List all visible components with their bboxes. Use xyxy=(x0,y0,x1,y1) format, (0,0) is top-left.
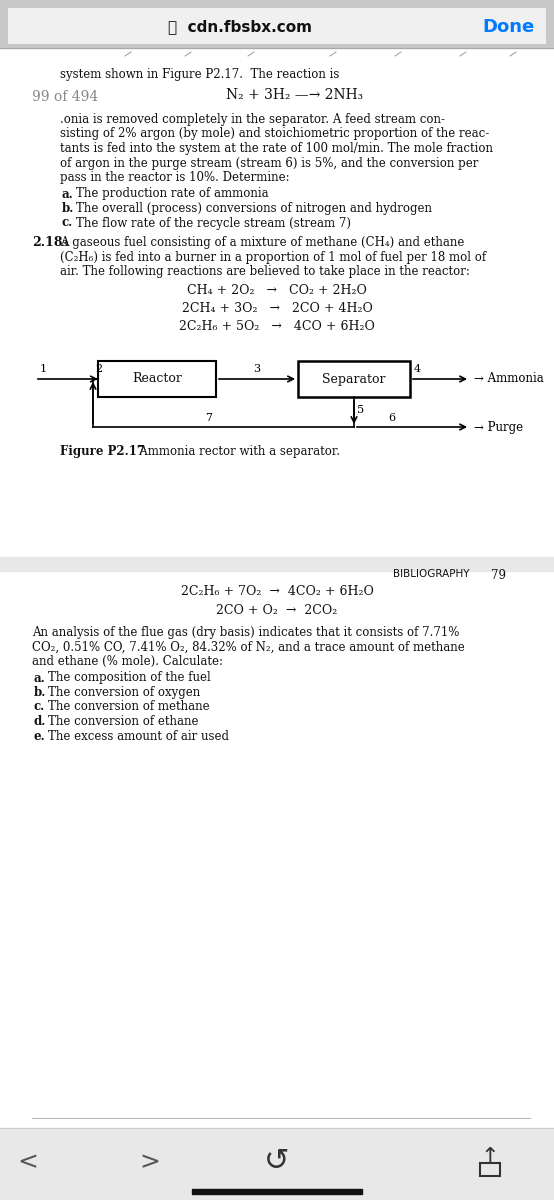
Text: 1: 1 xyxy=(40,364,47,374)
Text: 2: 2 xyxy=(95,364,102,374)
Text: 3: 3 xyxy=(253,364,260,374)
Text: The conversion of ethane: The conversion of ethane xyxy=(48,715,198,728)
Text: 2.18₃: 2.18₃ xyxy=(32,236,68,248)
Text: 2CO + O₂  →  2CO₂: 2CO + O₂ → 2CO₂ xyxy=(217,604,337,617)
Text: 99 of 494: 99 of 494 xyxy=(32,90,98,104)
Text: 7: 7 xyxy=(205,413,212,422)
Text: The composition of the fuel: The composition of the fuel xyxy=(48,672,211,684)
Text: Figure P2.17: Figure P2.17 xyxy=(60,445,145,458)
Text: A gaseous fuel consisting of a mixture of methane (CH₄) and ethane: A gaseous fuel consisting of a mixture o… xyxy=(60,236,464,248)
Text: system shown in Figure P2.17.  The reaction is: system shown in Figure P2.17. The reacti… xyxy=(60,68,340,80)
Text: b.: b. xyxy=(62,202,74,215)
Text: 79: 79 xyxy=(491,569,506,582)
Bar xyxy=(0,0,554,48)
Text: 5: 5 xyxy=(357,404,364,415)
Text: 2C₂H₆ + 7O₂  →  4CO₂ + 6H₂O: 2C₂H₆ + 7O₂ → 4CO₂ + 6H₂O xyxy=(181,584,373,598)
Text: 4: 4 xyxy=(414,364,421,374)
Text: and ethane (% mole). Calculate:: and ethane (% mole). Calculate: xyxy=(32,655,223,668)
Bar xyxy=(192,1189,362,1194)
Bar xyxy=(0,557,554,571)
Text: Reactor: Reactor xyxy=(132,372,182,385)
Text: c.: c. xyxy=(62,216,73,229)
Text: Done: Done xyxy=(483,18,535,36)
Text: of argon in the purge stream (stream 6) is 5%, and the conversion per: of argon in the purge stream (stream 6) … xyxy=(60,156,478,169)
Text: The production rate of ammonia: The production rate of ammonia xyxy=(76,187,269,200)
Text: b.: b. xyxy=(34,686,47,698)
Text: CH₄ + 2O₂   →   CO₂ + 2H₂O: CH₄ + 2O₂ → CO₂ + 2H₂O xyxy=(187,284,367,298)
Text: a.: a. xyxy=(62,187,74,200)
Text: ↺: ↺ xyxy=(264,1147,290,1176)
Text: 2CH₄ + 3O₂   →   2CO + 4H₂O: 2CH₄ + 3O₂ → 2CO + 4H₂O xyxy=(182,302,372,314)
Text: The conversion of oxygen: The conversion of oxygen xyxy=(48,686,200,698)
Text: 🔒  cdn.fbsbx.com: 🔒 cdn.fbsbx.com xyxy=(168,19,312,35)
Bar xyxy=(480,1163,500,1176)
Text: >: > xyxy=(140,1150,161,1174)
Bar xyxy=(98,361,216,397)
Text: 6: 6 xyxy=(388,413,396,422)
Bar xyxy=(298,361,410,397)
Text: N₂ + 3H₂ —→ 2NH₃: N₂ + 3H₂ —→ 2NH₃ xyxy=(227,88,363,102)
Text: c.: c. xyxy=(34,701,45,714)
Text: ↑: ↑ xyxy=(481,1147,499,1166)
Text: BIBLIOGRAPHY: BIBLIOGRAPHY xyxy=(393,569,470,578)
Text: 2C₂H₆ + 5O₂   →   4CO + 6H₂O: 2C₂H₆ + 5O₂ → 4CO + 6H₂O xyxy=(179,319,375,332)
Bar xyxy=(8,8,546,44)
Text: <: < xyxy=(18,1150,38,1174)
Text: CO₂, 0.51% CO, 7.41% O₂, 84.32% of N₂, and a trace amount of methane: CO₂, 0.51% CO, 7.41% O₂, 84.32% of N₂, a… xyxy=(32,641,465,654)
Text: d.: d. xyxy=(34,715,47,728)
Text: An analysis of the flue gas (dry basis) indicates that it consists of 7.71%: An analysis of the flue gas (dry basis) … xyxy=(32,626,459,638)
Text: a.: a. xyxy=(34,672,46,684)
Text: e.: e. xyxy=(34,730,46,743)
Text: → Ammonia: → Ammonia xyxy=(474,372,543,385)
Text: pass in the reactor is 10%. Determine:: pass in the reactor is 10%. Determine: xyxy=(60,170,290,184)
Text: air. The following reactions are believed to take place in the reactor:: air. The following reactions are believe… xyxy=(60,265,470,278)
Text: → Purge: → Purge xyxy=(474,420,523,433)
Text: sisting of 2% argon (by mole) and stoichiometric proportion of the reac-: sisting of 2% argon (by mole) and stoich… xyxy=(60,127,489,140)
Text: tants is fed into the system at the rate of 100 mol/min. The mole fraction: tants is fed into the system at the rate… xyxy=(60,142,493,155)
Text: (C₂H₆) is fed into a burner in a proportion of 1 mol of fuel per 18 mol of: (C₂H₆) is fed into a burner in a proport… xyxy=(60,251,486,264)
Text: Separator: Separator xyxy=(322,372,386,385)
Text: The conversion of methane: The conversion of methane xyxy=(48,701,209,714)
Text: The excess amount of air used: The excess amount of air used xyxy=(48,730,229,743)
Text: Ammonia rector with a separator.: Ammonia rector with a separator. xyxy=(128,445,340,458)
Text: The flow rate of the recycle stream (stream 7): The flow rate of the recycle stream (str… xyxy=(76,216,351,229)
Text: The overall (process) conversions of nitrogen and hydrogen: The overall (process) conversions of nit… xyxy=(76,202,432,215)
Text: .onia is removed completely in the separator. A feed stream con-: .onia is removed completely in the separ… xyxy=(60,113,445,126)
Bar xyxy=(0,1128,554,1200)
